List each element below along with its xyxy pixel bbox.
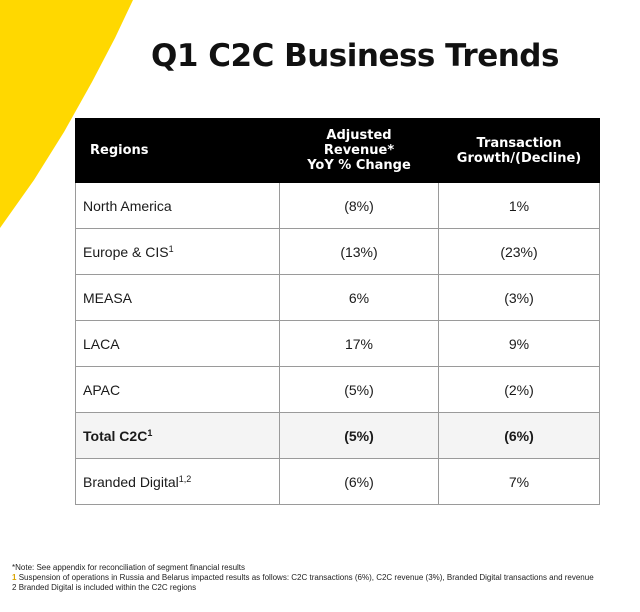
header-regions: Regions xyxy=(75,118,280,183)
footnote-1: 1 Suspension of operations in Russia and… xyxy=(12,573,640,583)
region-name: Total C2C xyxy=(83,427,148,444)
page-title: Q1 C2C Business Trends xyxy=(151,38,559,74)
revenue-cell: (6%) xyxy=(279,458,439,505)
region-name: APAC xyxy=(83,381,121,398)
table-row: Europe & CIS1 (13%) (23%) xyxy=(75,228,600,275)
footnote-text: Suspension of operations in Russia and B… xyxy=(18,573,594,582)
transactions-cell: 1% xyxy=(438,182,600,229)
footnote-text: Branded Digital is included within the C… xyxy=(18,583,197,592)
region-cell: Europe & CIS1 xyxy=(75,228,280,275)
transactions-cell: (2%) xyxy=(438,366,600,413)
transactions-cell: (23%) xyxy=(438,228,600,275)
table-row-total: Total C2C1 (5%) (6%) xyxy=(75,412,600,459)
transactions-cell: 7% xyxy=(438,458,600,505)
header-transaction-growth: Transaction Growth/(Decline) xyxy=(438,118,600,183)
yellow-accent-shape xyxy=(0,0,133,228)
header-adjusted-revenue: Adjusted Revenue* YoY % Change xyxy=(279,118,439,183)
footnote-marker: 2 xyxy=(12,583,17,592)
footnote-note: *Note: See appendix for reconciliation o… xyxy=(12,563,246,572)
region-cell: LACA xyxy=(75,320,280,367)
transactions-cell: 9% xyxy=(438,320,600,367)
header-line: Revenue* xyxy=(323,143,395,158)
region-footnote-marker: 1,2 xyxy=(178,473,192,484)
revenue-cell: (5%) xyxy=(279,412,439,459)
region-name: Europe & CIS xyxy=(83,243,169,260)
region-name: MEASA xyxy=(83,289,133,306)
revenue-cell: (5%) xyxy=(279,366,439,413)
footnote-2: 2 Branded Digital is included within the… xyxy=(12,583,640,593)
region-cell: APAC xyxy=(75,366,280,413)
region-cell: Total C2C1 xyxy=(75,412,280,459)
footnotes: *Note: See appendix for reconciliation o… xyxy=(12,563,640,593)
table-row: APAC (5%) (2%) xyxy=(75,366,600,413)
region-name: Branded Digital xyxy=(83,473,179,490)
region-cell: North America xyxy=(75,182,280,229)
region-cell: Branded Digital1,2 xyxy=(75,458,280,505)
table-row: MEASA 6% (3%) xyxy=(75,274,600,321)
header-line: Transaction xyxy=(476,135,562,151)
region-name: North America xyxy=(83,197,172,214)
revenue-cell: (8%) xyxy=(279,182,439,229)
region-cell: MEASA xyxy=(75,274,280,321)
transactions-cell: (3%) xyxy=(438,274,600,321)
region-footnote-marker: 1 xyxy=(168,243,174,254)
table-row: North America (8%) 1% xyxy=(75,182,600,229)
table-header-row: Regions Adjusted Revenue* YoY % Change T… xyxy=(75,118,600,183)
region-name: LACA xyxy=(83,335,120,352)
table-row: Branded Digital1,2 (6%) 7% xyxy=(75,458,600,505)
table-row: LACA 17% 9% xyxy=(75,320,600,367)
revenue-cell: 17% xyxy=(279,320,439,367)
region-footnote-marker: 1 xyxy=(147,427,153,438)
transactions-cell: (6%) xyxy=(438,412,600,459)
revenue-cell: (13%) xyxy=(279,228,439,275)
revenue-cell: 6% xyxy=(279,274,439,321)
header-line: Adjusted xyxy=(326,128,392,143)
header-line: YoY % Change xyxy=(307,158,411,173)
header-line: Growth/(Decline) xyxy=(456,150,582,166)
business-trends-table: Regions Adjusted Revenue* YoY % Change T… xyxy=(75,118,600,505)
footnote-marker: 1 xyxy=(12,573,17,582)
